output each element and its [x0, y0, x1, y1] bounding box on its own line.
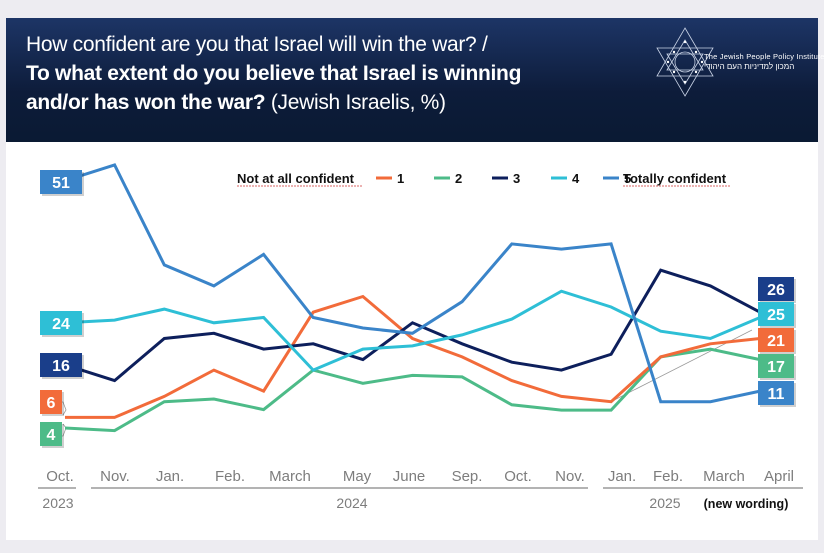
- data-label-box: [758, 328, 794, 352]
- x-axis: Oct. Nov. Jan. Feb. March May June Sep. Oct. Nov.…: [38, 468, 803, 511]
- year-label-2025: 2025: [649, 495, 680, 511]
- data-label-start-2: 4: [40, 422, 64, 448]
- legend: Not at all confident 1 2 3 4 5 Totally confi…: [237, 171, 731, 187]
- series-line-2: [64, 347, 761, 433]
- data-label-box: [758, 381, 794, 405]
- chart-title: How confident are you that Israel will w…: [26, 30, 521, 117]
- data-label-box: [40, 353, 82, 377]
- data-label-text: 24: [52, 316, 70, 333]
- data-label-text: 21: [767, 333, 785, 350]
- title-line-3-bold: and/or has won the war?: [26, 91, 266, 114]
- data-label-box: [758, 302, 794, 326]
- x-tick-label: Nov.: [555, 468, 585, 485]
- logo-text-english: The Jewish People Policy Institute: [704, 52, 824, 61]
- star-of-david-logo-icon: [656, 27, 714, 97]
- x-tick-label: June: [393, 468, 426, 485]
- data-label-end-3: 26: [758, 277, 796, 303]
- data-label-text: 16: [52, 358, 70, 375]
- data-label-box: [758, 354, 794, 378]
- x-tick-label: May: [343, 468, 372, 485]
- data-label-box: [40, 422, 62, 446]
- series-line-4: [64, 289, 761, 372]
- data-label-box: [40, 170, 82, 194]
- series-line-3: [64, 268, 761, 383]
- x-tick-label: Feb.: [653, 468, 683, 485]
- new-wording-note: (new wording): [704, 497, 789, 511]
- x-tick-label: Feb.: [215, 468, 245, 485]
- x-tick-label: Jan.: [608, 468, 636, 485]
- data-label-end-4: 25: [758, 302, 796, 328]
- series-lines: [64, 163, 761, 433]
- logo-text-hebrew: המכון למדיניות העם היהודי: [704, 62, 795, 71]
- data-label-start-5: 51: [40, 170, 84, 196]
- x-tick-label: Oct.: [46, 468, 74, 485]
- data-label-end-1: 21: [758, 328, 796, 354]
- legend-entry-2: 2: [455, 171, 462, 186]
- legend-entry-1: 1: [397, 171, 404, 186]
- data-label-text: 25: [767, 307, 785, 324]
- x-tick-label: March: [269, 468, 311, 485]
- x-tick-label: Oct.: [504, 468, 532, 485]
- title-line-1: How confident are you that Israel will w…: [26, 33, 488, 56]
- data-label-start-4: 24: [40, 311, 84, 337]
- data-label-box: [40, 311, 82, 335]
- title-line-3-rest: (Jewish Israelis, %): [265, 91, 446, 114]
- data-label-start-3: 16: [40, 353, 84, 379]
- legend-suffix: Totally confident: [623, 171, 727, 186]
- data-label-text: 17: [767, 359, 785, 376]
- data-label-text: 4: [47, 427, 56, 444]
- data-label-text: 6: [47, 395, 56, 412]
- x-tick-label: March: [703, 468, 745, 485]
- year-label-2024: 2024: [336, 495, 367, 511]
- data-label-end-2: 17: [758, 354, 796, 380]
- title-line-2: To what extent do you believe that Israe…: [26, 62, 522, 85]
- x-tick-label: Jan.: [156, 468, 184, 485]
- data-label-text: 26: [767, 282, 785, 299]
- legend-entry-4: 4: [572, 171, 580, 186]
- legend-prefix: Not at all confident: [237, 171, 355, 186]
- data-label-text: 11: [768, 386, 785, 403]
- data-label-box: [758, 277, 794, 301]
- year-label-2023: 2023: [42, 495, 73, 511]
- data-label-start-1: 6: [40, 390, 64, 416]
- series-line-5: [64, 163, 761, 404]
- series-line-1: [65, 294, 761, 419]
- data-label-end-5: 11: [758, 381, 796, 407]
- x-tick-label: April: [764, 468, 794, 485]
- data-label-box: [40, 390, 62, 414]
- x-tick-label: Nov.: [100, 468, 130, 485]
- x-tick-label: Sep.: [452, 468, 483, 485]
- legend-entry-5: 5: [624, 171, 631, 186]
- legend-entry-3: 3: [513, 171, 520, 186]
- data-label-text: 51: [52, 175, 70, 192]
